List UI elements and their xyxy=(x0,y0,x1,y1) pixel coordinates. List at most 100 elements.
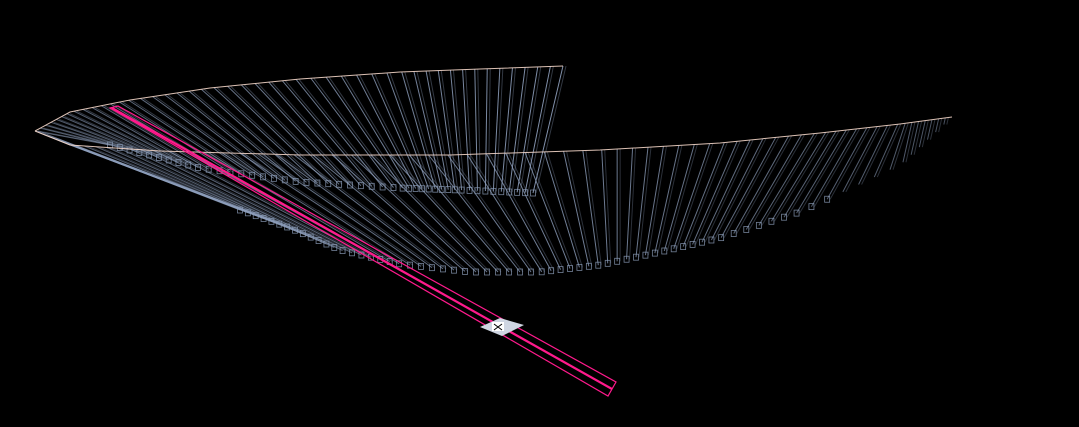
helix-strut xyxy=(242,152,414,266)
helix-strut xyxy=(131,99,245,175)
helix-strut xyxy=(359,74,420,189)
helix-inner-box xyxy=(623,255,630,263)
helix-strut xyxy=(657,145,683,254)
helix-inner-box xyxy=(284,223,291,231)
helix-inner-box xyxy=(517,268,523,276)
helix-inner-box xyxy=(325,180,332,188)
helix-inner-box xyxy=(146,151,153,159)
helix-strut xyxy=(861,125,891,185)
helix-inner-box xyxy=(205,165,212,173)
helix-strut xyxy=(500,67,513,192)
helix-strut xyxy=(170,150,375,258)
helix-strut xyxy=(566,151,593,267)
helix-strut xyxy=(858,125,888,185)
helix-strut xyxy=(935,118,940,133)
helix-strut xyxy=(938,118,943,133)
helix-strut xyxy=(450,154,535,273)
helix-strut xyxy=(230,85,332,185)
helix-inner-box xyxy=(689,240,696,248)
helix-inner-box xyxy=(670,245,677,253)
helix-inner-box xyxy=(440,265,446,273)
helix-strut xyxy=(224,152,403,265)
helix-inner-box xyxy=(252,212,259,220)
helix-strut xyxy=(167,94,278,179)
helix-strut xyxy=(638,147,652,258)
helix-inner-box xyxy=(299,230,306,238)
helix-strut xyxy=(268,81,362,186)
helix-strut xyxy=(774,132,830,222)
helix-inner-box xyxy=(462,268,468,275)
helix-strut xyxy=(723,137,780,238)
helix-strut xyxy=(76,110,182,163)
helix-strut xyxy=(164,94,275,179)
helix-strut xyxy=(356,74,417,189)
helix-inner-box xyxy=(175,159,182,166)
helix-strut xyxy=(40,127,120,148)
helix-strut xyxy=(508,67,526,193)
helix-inner-box xyxy=(793,209,800,217)
helix-strut xyxy=(295,79,383,188)
helix-ramp-icon xyxy=(34,65,953,276)
helix-strut xyxy=(141,149,353,254)
helix-inner-box xyxy=(808,203,815,211)
helix-inner-box xyxy=(528,268,534,276)
helix-strut xyxy=(484,68,488,192)
helix-strut xyxy=(315,154,458,271)
helix-strut xyxy=(143,98,256,176)
helix-strut xyxy=(118,147,335,248)
helix-strut xyxy=(563,151,590,267)
helix-strut xyxy=(682,142,725,247)
helix-strut xyxy=(477,69,481,191)
helix-strut xyxy=(713,138,767,241)
helix-inner-box xyxy=(718,234,725,242)
helix-strut xyxy=(495,68,504,192)
helix-strut xyxy=(447,154,532,273)
target-marker-icon[interactable] xyxy=(480,318,524,336)
helix-strut xyxy=(133,148,346,252)
helix-inner-box xyxy=(633,253,639,261)
helix-strut xyxy=(527,152,574,269)
helix-strut xyxy=(505,152,562,270)
helix-strut xyxy=(389,154,499,273)
helix-inner-box xyxy=(260,215,267,222)
helix-inner-box xyxy=(651,249,658,257)
helix-strut xyxy=(176,92,286,181)
helix-inner-box xyxy=(680,243,687,251)
helix-strut xyxy=(810,128,858,207)
helix-strut xyxy=(796,129,847,214)
helix-strut xyxy=(296,154,447,270)
helix-strut xyxy=(275,153,433,269)
helix-inner-box xyxy=(506,268,512,276)
helix-inner-box xyxy=(281,176,288,184)
helix-strut xyxy=(401,71,436,190)
helix-strut xyxy=(582,150,599,266)
helix-inner-box xyxy=(156,154,162,161)
helix-inner-box xyxy=(165,156,172,164)
helix-strut xyxy=(710,138,764,241)
helix-strut xyxy=(519,66,542,193)
helix-inner-box xyxy=(438,185,445,193)
helix-inner-box xyxy=(642,251,649,259)
helix-strut xyxy=(921,120,929,148)
helix-strut xyxy=(524,152,571,269)
helix-inner-box xyxy=(425,185,432,193)
helix-inner-box xyxy=(419,185,426,193)
helix-inner-box xyxy=(585,262,592,270)
helix-inner-box xyxy=(406,184,413,192)
helix-strut xyxy=(516,66,539,193)
helix-strut xyxy=(334,154,469,272)
helix-inner-box xyxy=(484,268,490,276)
helix-strut xyxy=(200,88,307,183)
helix-inner-box xyxy=(339,247,346,255)
helix-inner-box xyxy=(268,217,275,225)
helix-inner-box xyxy=(336,180,343,188)
helix-inner-box xyxy=(244,209,251,217)
helix-strut xyxy=(257,153,422,267)
helix-inner-box xyxy=(699,238,705,246)
helix-strut xyxy=(240,84,340,185)
helix-inner-box xyxy=(557,266,564,274)
helix-inner-box xyxy=(490,187,497,195)
helix-strut xyxy=(487,68,491,192)
